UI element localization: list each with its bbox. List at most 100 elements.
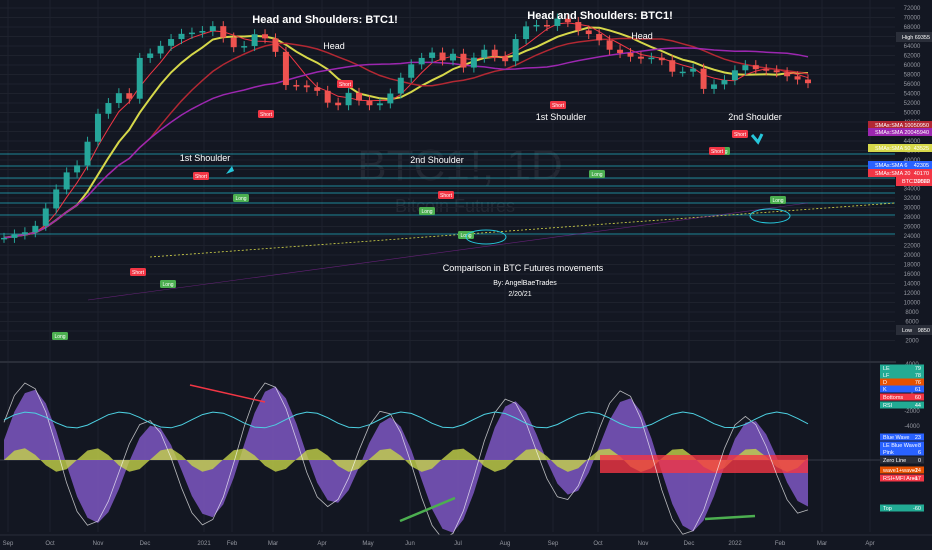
oscillator-legend-value: 78 bbox=[915, 373, 921, 379]
signal-tag-long: Long bbox=[770, 196, 786, 204]
ma-value-tag: SMAs:SMA 20 40170 bbox=[868, 169, 932, 177]
candle-body bbox=[293, 85, 300, 87]
price-tick-label: 54000 bbox=[904, 92, 921, 98]
price-tick-label: 62000 bbox=[904, 54, 921, 60]
ma-value-tag: SMAs:SMA 200 45940 bbox=[868, 128, 932, 136]
oscillator-legend-tag: RSI 44 bbox=[880, 401, 924, 409]
time-tick-label: Feb bbox=[227, 541, 238, 547]
candle-body bbox=[115, 93, 122, 104]
time-tick-label: Jun bbox=[405, 541, 415, 547]
price-tick-label: 28000 bbox=[904, 215, 921, 221]
price-tick-label: 12000 bbox=[904, 291, 921, 297]
candle-body bbox=[575, 22, 582, 31]
oscillator-legend-label: Bottoms bbox=[883, 395, 903, 401]
signal-tag-label: Short bbox=[711, 149, 724, 155]
signal-tag-long: Long bbox=[52, 332, 68, 340]
axis-tag-label: High bbox=[902, 35, 913, 41]
signal-tag-bg bbox=[589, 170, 605, 178]
channel-line bbox=[87, 202, 809, 301]
oscillator-legend-value: -17 bbox=[913, 476, 921, 482]
time-tick-label: Feb bbox=[775, 541, 786, 547]
price-tick-label: 8000 bbox=[905, 310, 919, 316]
candle-body bbox=[763, 69, 770, 71]
price-tick-label: 68000 bbox=[904, 25, 921, 31]
time-tick-label: Mar bbox=[268, 541, 278, 547]
byline: By: AngelBaeTrades bbox=[493, 280, 557, 287]
ma-tag-bg bbox=[868, 161, 932, 169]
signal-tag-short: Short bbox=[732, 130, 748, 138]
candle-body bbox=[627, 53, 634, 57]
oscillator-legend-label: LF bbox=[883, 373, 890, 379]
price-tick-label: 24000 bbox=[904, 234, 921, 240]
candle-body bbox=[721, 80, 728, 85]
signal-tag-label: Short bbox=[440, 193, 453, 199]
oscillator-legend-label: Pink bbox=[883, 450, 894, 456]
candle-body bbox=[794, 76, 801, 80]
oscillator-legend-bg bbox=[880, 504, 924, 512]
shoulder-2-left-label: 2nd Shoulder bbox=[410, 155, 464, 165]
time-tick-label: Dec bbox=[684, 541, 695, 547]
candle-body bbox=[209, 26, 216, 32]
time-tick-label: Sep bbox=[3, 541, 14, 547]
signal-tag-bg bbox=[130, 268, 146, 276]
candle-body bbox=[512, 39, 519, 62]
bottom-circle-right bbox=[749, 208, 791, 224]
oscillator-legend-bg bbox=[880, 385, 924, 393]
time-axis: Sep Oct Nov Dec 2021 Feb Mar Apr May Jun Jul Aug Sep… bbox=[0, 534, 932, 550]
signal-tag-short: Short bbox=[258, 110, 274, 118]
oscillator-pane bbox=[0, 382, 895, 540]
time-tick-label: Sep bbox=[548, 541, 559, 547]
candle-body bbox=[408, 64, 415, 78]
oscillator-tick-label: -2000 bbox=[904, 409, 920, 415]
candle-body bbox=[345, 92, 352, 106]
signal-tag-label: Short bbox=[339, 82, 352, 88]
time-tick-label: Jul bbox=[454, 541, 462, 547]
signal-tag-label: Long bbox=[235, 196, 246, 202]
candle-body bbox=[773, 70, 780, 73]
time-tick-label: 2021 bbox=[197, 541, 211, 547]
ma-value-tag: SMAs:SMA 100 50950 bbox=[868, 121, 932, 129]
signal-tag-bg bbox=[193, 172, 209, 180]
candle-body bbox=[21, 232, 28, 235]
candle-body bbox=[74, 165, 81, 173]
candle-body bbox=[491, 49, 498, 57]
price-tick-label: 34000 bbox=[904, 187, 921, 193]
signal-tag-label: Short bbox=[195, 174, 208, 180]
ma-tag-value: 42305 bbox=[914, 163, 929, 169]
ma-tag-name: SMAs:SMA 200 bbox=[875, 130, 914, 136]
shoulder-arrow-right bbox=[750, 133, 764, 145]
candle-body bbox=[178, 33, 185, 40]
grid bbox=[0, 0, 895, 532]
price-tick-label: 56000 bbox=[904, 82, 921, 88]
caption: Comparison in BTC Futures movements bbox=[443, 263, 604, 273]
ma-tag-bg bbox=[868, 121, 932, 129]
oscillator-wave-line bbox=[3, 382, 809, 540]
signal-tag-label: Short bbox=[734, 132, 747, 138]
title-left: Head and Shoulders: BTC1! bbox=[252, 14, 397, 26]
axis-tag-bg bbox=[896, 176, 932, 186]
axis-tag: Low 9850 bbox=[896, 325, 932, 335]
candle-body bbox=[220, 26, 227, 38]
axis-tag-label: Low bbox=[902, 328, 912, 334]
candle-body bbox=[366, 100, 373, 106]
candle-body bbox=[376, 103, 383, 106]
candle-body bbox=[784, 72, 791, 77]
ma-value-tag: SMAs:SMA 50 43525 bbox=[868, 144, 932, 152]
signal-tag-label: Long bbox=[54, 334, 65, 340]
time-tick-label: 2022 bbox=[728, 541, 742, 547]
candle-body bbox=[241, 46, 248, 48]
oscillator-legend-bg bbox=[880, 401, 924, 409]
axis-tag-bg bbox=[896, 32, 932, 42]
oscillator-legend-value: -60 bbox=[913, 506, 921, 512]
price-tick-label: 44000 bbox=[904, 139, 921, 145]
oscillator-legend-label: Zero Line bbox=[883, 458, 906, 464]
ma-tag-value: 43525 bbox=[914, 146, 929, 152]
oscillator-legend-tag: Blue Wave 23 bbox=[880, 433, 924, 441]
signal-tag-bg bbox=[52, 332, 68, 340]
axis-tag-value: 69355 bbox=[915, 35, 930, 41]
oscillator-legend-label: Top bbox=[883, 506, 892, 512]
head-right-label: Head bbox=[631, 31, 653, 41]
ma-tag-name: SMAs:SMA 50 bbox=[875, 146, 910, 152]
